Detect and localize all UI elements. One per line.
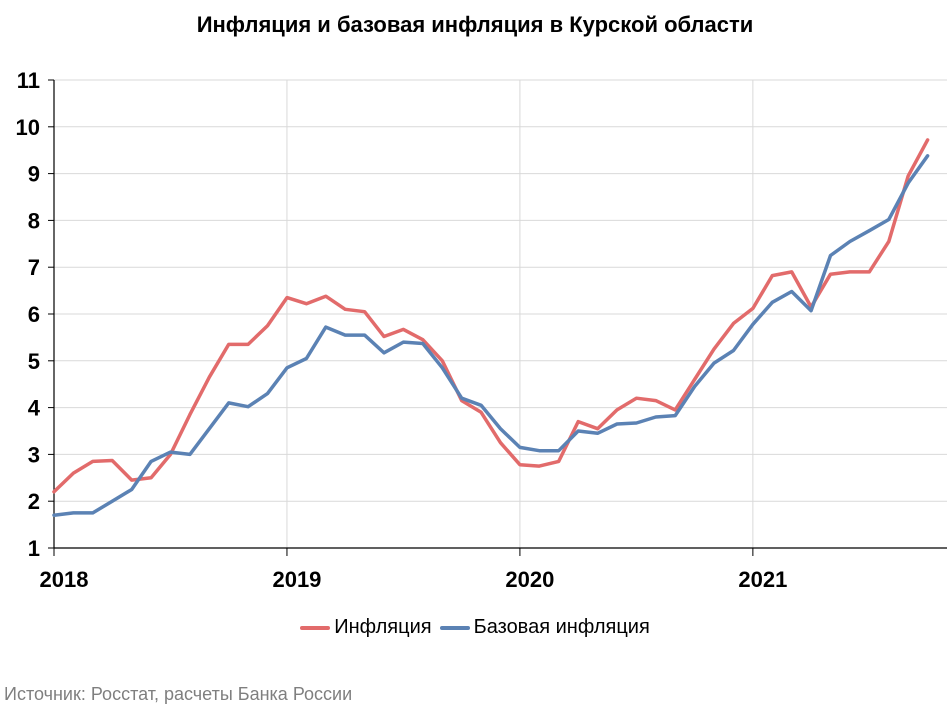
x-tick-label: 2020 [505,567,554,592]
legend-item-inflation: Инфляция [300,616,432,639]
series-line-core-inflation [52,154,930,517]
y-tick-label: 10 [16,115,40,140]
y-tick-label: 8 [28,208,40,233]
series-lines [52,138,930,517]
legend: Инфляция Базовая инфляция [0,616,950,639]
y-tick-label: 2 [28,489,40,514]
y-tick-labels: 1 2 3 4 5 6 7 8 9 10 11 [16,68,41,561]
legend-item-core-inflation: Базовая инфляция [439,616,650,639]
x-tick-labels: 2018 2019 2020 2021 [40,567,788,592]
legend-swatch-inflation [300,625,331,630]
y-tick-label: 5 [28,349,40,374]
x-tick-label: 2021 [738,567,787,592]
source-note: Источник: Росстат, расчеты Банка России [4,684,353,704]
grid-lines [54,79,947,548]
legend-label-core-inflation: Базовая инфляция [473,616,650,638]
axes [48,79,947,556]
legend-label-inflation: Инфляция [334,616,432,638]
y-tick-label: 11 [17,68,40,93]
y-tick-label: 6 [28,302,40,327]
y-tick-label: 7 [28,255,40,280]
legend-swatch-core-inflation [439,625,470,630]
y-tick-label: 1 [28,536,40,561]
x-tick-label: 2018 [40,567,89,592]
series-line-inflation [52,138,930,494]
y-tick-label: 3 [28,442,40,467]
chart-title: Инфляция и базовая инфляция в Курской об… [196,12,754,37]
y-tick-label: 4 [28,396,41,421]
x-tick-label: 2019 [272,567,321,592]
y-tick-label: 9 [28,162,40,187]
